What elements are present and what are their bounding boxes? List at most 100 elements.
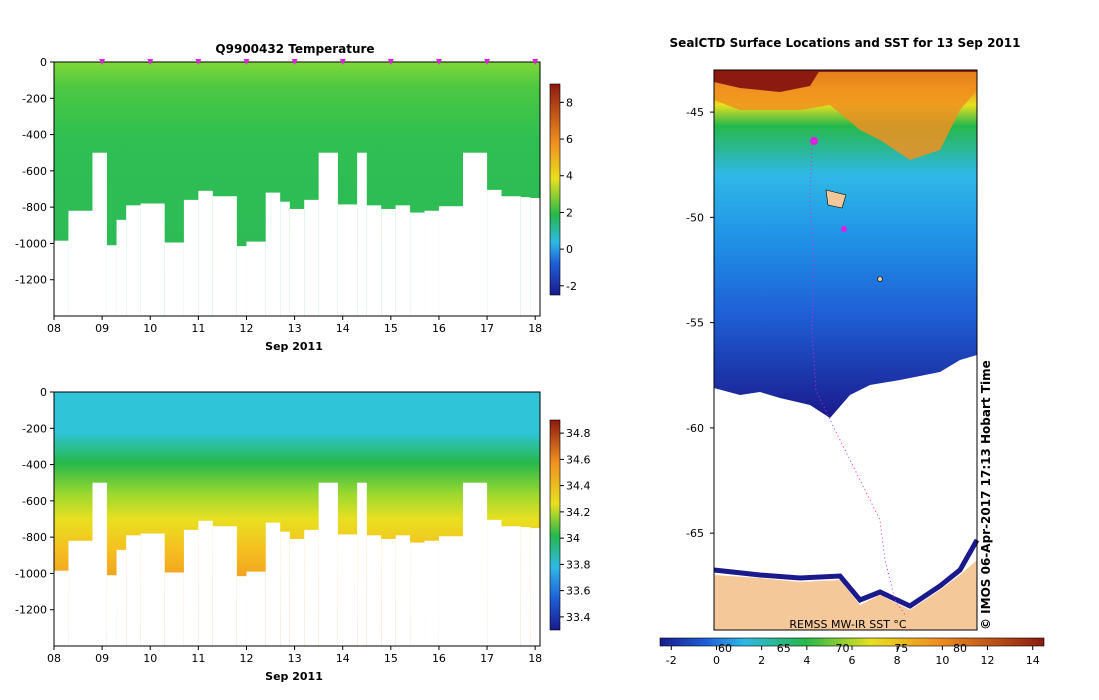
profile-marker	[147, 59, 154, 65]
no-data-region	[126, 535, 141, 646]
x-tick-label: 16	[432, 652, 446, 665]
no-data-region	[337, 534, 358, 646]
x-tick-label: 10	[143, 652, 157, 665]
y-tick-label: -200	[22, 92, 47, 105]
x-tick-label: 11	[191, 322, 205, 335]
y-tick-label: -1000	[15, 567, 47, 580]
no-data-region	[183, 199, 199, 316]
no-data-region	[424, 210, 439, 316]
no-data-region	[212, 196, 237, 316]
x-tick-label: 14	[336, 322, 350, 335]
sst-colorbar-secondary-label: 65	[777, 642, 791, 655]
sst-colorbar-secondary-label: 75	[894, 642, 908, 655]
profile-marker	[99, 59, 106, 65]
no-data-region	[410, 542, 425, 646]
sst-colorbar-tick-label: 12	[981, 654, 995, 667]
map-title: SealCTD Surface Locations and SST for 13…	[670, 36, 1021, 50]
sst-colorbar-tick-label: 14	[1026, 654, 1040, 667]
temperature-x-label: Sep 2011	[265, 340, 323, 353]
y-tick-label: -600	[22, 165, 47, 178]
island	[877, 276, 883, 282]
x-tick-label: 09	[95, 322, 109, 335]
salinity-x-label: Sep 2011	[265, 670, 323, 683]
x-tick-label: 13	[288, 652, 302, 665]
temperature-colorbar	[549, 83, 561, 296]
x-tick-label: 09	[95, 652, 109, 665]
no-data-region	[265, 522, 281, 646]
sst-colorbar-secondary-label: 60	[718, 642, 732, 655]
y-tick-label: -400	[22, 129, 47, 142]
no-data-region	[140, 203, 165, 316]
x-tick-label: 17	[480, 322, 494, 335]
profile-marker	[435, 59, 442, 65]
no-data-region	[140, 533, 165, 646]
island	[825, 189, 847, 209]
no-data-region	[289, 208, 305, 316]
no-data-region	[304, 529, 319, 646]
no-data-region	[236, 246, 247, 316]
no-data-region	[198, 520, 213, 646]
sst-warm-front	[714, 72, 977, 160]
no-data-region	[318, 152, 338, 316]
colorbar-tick-label: 33.8	[566, 558, 591, 571]
profile-marker	[243, 59, 250, 65]
no-data-region	[357, 482, 367, 646]
colorbar-tick-label: 34.6	[566, 453, 591, 466]
no-data-region	[92, 482, 107, 646]
y-tick-label: -1200	[15, 604, 47, 617]
lat-tick-label: -50	[686, 211, 704, 224]
no-data-region	[381, 208, 396, 316]
no-data-region	[438, 206, 464, 316]
sst-warmest-region	[714, 70, 820, 92]
no-data-region	[280, 201, 290, 316]
colorbar-tick-label: 2	[566, 206, 573, 219]
colorbar-tick-label: 34	[566, 532, 580, 545]
sst-colorbar-ticks: -2 0 2 4 6 8 10 12 14	[666, 646, 1040, 667]
profile-marker	[291, 59, 298, 65]
no-data-region	[164, 572, 184, 646]
salinity-colorbar	[549, 419, 561, 631]
no-data-region	[410, 212, 425, 316]
no-data-region	[438, 536, 464, 646]
no-data-region	[68, 540, 93, 646]
no-data-region	[68, 210, 93, 316]
no-data-region	[520, 197, 531, 316]
x-tick-label: 08	[47, 322, 61, 335]
no-data-region	[463, 152, 488, 316]
sst-colorbar-tick-label: 8	[894, 654, 901, 667]
sst-colorbar-tick-label: 6	[849, 654, 856, 667]
profile-marker	[339, 59, 346, 65]
sst-colorbar-secondary-ticks: 60 65 70 75 80	[718, 642, 967, 655]
temperature-y-axis: 0 -200 -400 -600 -800 -1000 -1200	[15, 56, 54, 287]
no-data-region	[183, 529, 199, 646]
x-tick-label: 13	[288, 322, 302, 335]
sst-colorbar-tick-label: 10	[935, 654, 949, 667]
profile-marker	[387, 59, 394, 65]
salinity-y-axis: 0 -200 -400 -600 -800 -1000 -1200	[15, 386, 54, 617]
x-tick-label: 12	[239, 322, 253, 335]
no-data-region	[246, 571, 266, 646]
salinity-axes-frame	[53, 391, 541, 647]
x-tick-label: 18	[528, 322, 542, 335]
temperature-x-axis: 08 09 10 11 12 13 14 15 16 17 18	[47, 316, 542, 335]
lat-tick-label: -55	[686, 317, 704, 330]
colorbar-tick-label: 0	[566, 243, 573, 256]
no-data-region	[126, 205, 141, 316]
no-data-region	[92, 152, 107, 316]
x-tick-label: 17	[480, 652, 494, 665]
colorbar-tick-label: 33.6	[566, 585, 591, 598]
salinity-panel: 0 -200 -400 -600 -800 -1000 -1200 08 09 10 11 12 13…	[15, 386, 590, 683]
no-data-region	[280, 531, 290, 646]
no-data-region	[246, 241, 266, 316]
colorbar-tick-label: -2	[566, 280, 577, 293]
temperature-profile-columns	[54, 152, 540, 316]
no-data-region	[366, 205, 382, 316]
profile-markers	[99, 59, 539, 65]
no-data-region	[395, 205, 411, 316]
y-tick-label: -1200	[15, 274, 47, 287]
x-tick-label: 18	[528, 652, 542, 665]
no-data-region	[54, 570, 69, 646]
salinity-x-axis: 08 09 10 11 12 13 14 15 16 17 18	[47, 646, 542, 665]
